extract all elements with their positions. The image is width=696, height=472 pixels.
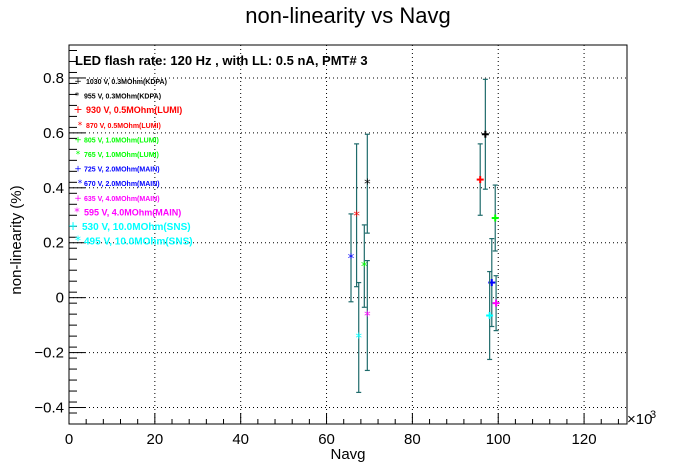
y-tick-label: 0.2: [43, 235, 64, 252]
x-tick-label: 120: [572, 431, 597, 448]
x-exponent-power: 3: [650, 409, 656, 421]
y-tick-label: 0: [56, 290, 64, 307]
y-axis: −0.4 −0.2 0 0.2 0.4 0.6 0.8: [34, 49, 85, 425]
legend-marker: *: [78, 121, 83, 131]
y-tick-label: −0.4: [34, 400, 64, 417]
y-axis-title: non-linearity (%): [8, 185, 25, 294]
x-exponent-base: ×10: [627, 411, 652, 428]
legend-entry: 870 V, 0.5MOhm(LUMI): [86, 123, 161, 130]
legend: +1030 V, 0.3MOhm(KDPA) * 955 V, 0.3MOhm(KD…: [68, 77, 193, 248]
x-tick-label: 100: [486, 431, 511, 448]
legend-entry: 805 V, 1.0MOhm(LUMI): [84, 137, 159, 144]
legend-marker: *: [76, 150, 81, 160]
legend-entry: 955 V, 0.3MOhm(KDPA): [84, 94, 161, 101]
chart-title: non-linearity vs Navg: [245, 3, 450, 28]
legend-entry: 930 V, 0.5MOhm(LUMI): [86, 105, 182, 115]
legend-marker: +: [74, 165, 82, 175]
plot-frame: [68, 44, 628, 425]
grid: [69, 45, 627, 424]
data-point: [491, 214, 499, 222]
legend-marker: *: [78, 179, 83, 189]
x-tick-label: 20: [147, 431, 164, 448]
legend-marker: +: [68, 219, 78, 233]
data-point: *: [348, 252, 355, 267]
y-tick-label: −0.2: [34, 345, 64, 362]
x-tick-label: 80: [404, 431, 421, 448]
legend-marker: +: [74, 194, 82, 204]
legend-entry: 530 V, 10.0MOhm(SNS): [82, 222, 191, 233]
data-point: *: [364, 178, 371, 193]
x-exponent: ×10 3: [627, 409, 656, 428]
legend-marker: *: [75, 92, 80, 102]
data-point: [476, 176, 484, 184]
legend-entry: 635 V, 4.0MOhm(MAIN): [84, 196, 160, 203]
data-point: [481, 130, 489, 138]
annotation-text: LED flash rate: 120 Hz , with LL: 0.5 nA…: [75, 53, 368, 68]
legend-entry: 495 V, 10.0MOhm(SNS): [84, 237, 193, 248]
data-point: *: [364, 310, 371, 325]
legend-marker: +: [74, 77, 82, 87]
y-tick-label: 0.4: [43, 180, 64, 197]
y-tick-label: 0.8: [43, 70, 64, 87]
x-tick-label: 40: [232, 431, 249, 448]
x-tick-label: 60: [318, 431, 335, 448]
legend-entry: 595 V, 4.0MOhm(MAIN): [84, 207, 181, 217]
x-tick-label: 0: [65, 431, 73, 448]
legend-entry: 1030 V, 0.3MOhm(KDPA): [86, 79, 167, 86]
legend-marker: *: [74, 205, 80, 218]
data-point: *: [355, 331, 362, 346]
legend-marker: *: [75, 234, 81, 248]
legend-entry: 670 V, 2.0MOhm(MAIN): [84, 181, 160, 188]
data-point: [492, 299, 500, 307]
data-point: *: [361, 260, 368, 275]
data-point: [486, 312, 494, 320]
legend-entry: 765 V, 1.0MOhm(LUMI): [84, 152, 159, 159]
x-axis: 0 20 40 60 80 100 120: [65, 413, 619, 448]
legend-marker: +: [74, 135, 82, 145]
legend-marker: +: [73, 103, 82, 116]
legend-entry: 725 V, 2.0MOhm(MAIN): [84, 167, 160, 174]
x-axis-title: Navg: [330, 446, 365, 463]
data-points: ******: [348, 78, 500, 394]
y-tick-label: 0.6: [43, 125, 64, 142]
data-point: *: [353, 209, 360, 224]
